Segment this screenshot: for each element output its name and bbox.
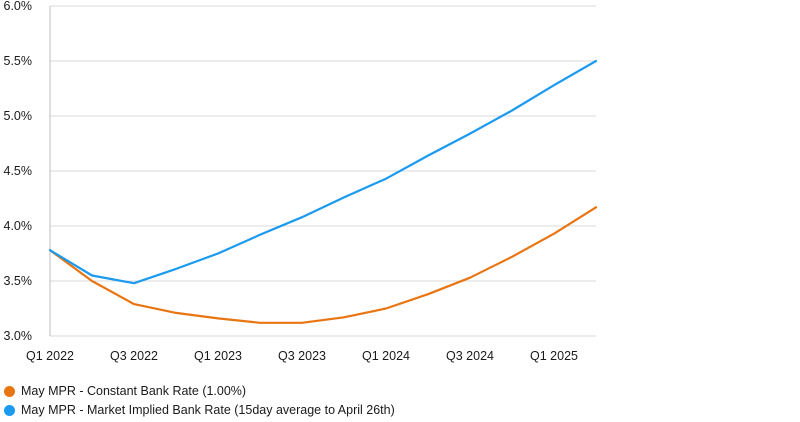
series-lines (48, 59, 598, 324)
legend-label: May MPR - Market Implied Bank Rate (15da… (21, 403, 395, 417)
x-tick-label: Q3 2023 (278, 349, 326, 363)
legend-item-constant-bank-rate: May MPR - Constant Bank Rate (1.00%) (4, 384, 246, 398)
x-tick-label: Q3 2022 (110, 349, 158, 363)
line-chart: 6.0% 5.5% 5.0% 4.5% 4.0% 3.5% 3.0% Q1 2022 Q3 2… (4, 0, 598, 363)
series-line-0 (48, 206, 598, 324)
grid-lines (50, 5, 596, 337)
y-tick-label: 5.0% (4, 109, 33, 123)
x-tick-label: Q1 2023 (194, 349, 242, 363)
y-tick-label: 5.5% (4, 54, 33, 68)
x-tick-label: Q1 2024 (362, 349, 410, 363)
y-tick-label: 3.5% (4, 274, 33, 288)
y-tick-label: 6.0% (4, 0, 33, 13)
x-tick-label: Q3 2024 (446, 349, 494, 363)
y-axis-tick-labels: 6.0% 5.5% 5.0% 4.5% 4.0% 3.5% 3.0% (4, 0, 33, 343)
y-tick-label: 3.0% (4, 329, 33, 343)
y-tick-label: 4.5% (4, 164, 33, 178)
legend-label: May MPR - Constant Bank Rate (1.00%) (21, 384, 247, 398)
legend-item-market-implied-bank-rate: May MPR - Market Implied Bank Rate (15da… (4, 403, 395, 417)
series-line-1 (48, 59, 598, 285)
x-tick-label: Q1 2025 (530, 349, 578, 363)
y-tick-label: 4.0% (4, 219, 33, 233)
legend-swatch-orange (4, 385, 15, 397)
x-axis-tick-labels: Q1 2022 Q3 2022 Q1 2023 Q3 2023 Q1 2024 Q3 20… (26, 349, 578, 363)
x-tick-label: Q1 2022 (26, 349, 74, 363)
legend-swatch-blue (4, 404, 15, 416)
